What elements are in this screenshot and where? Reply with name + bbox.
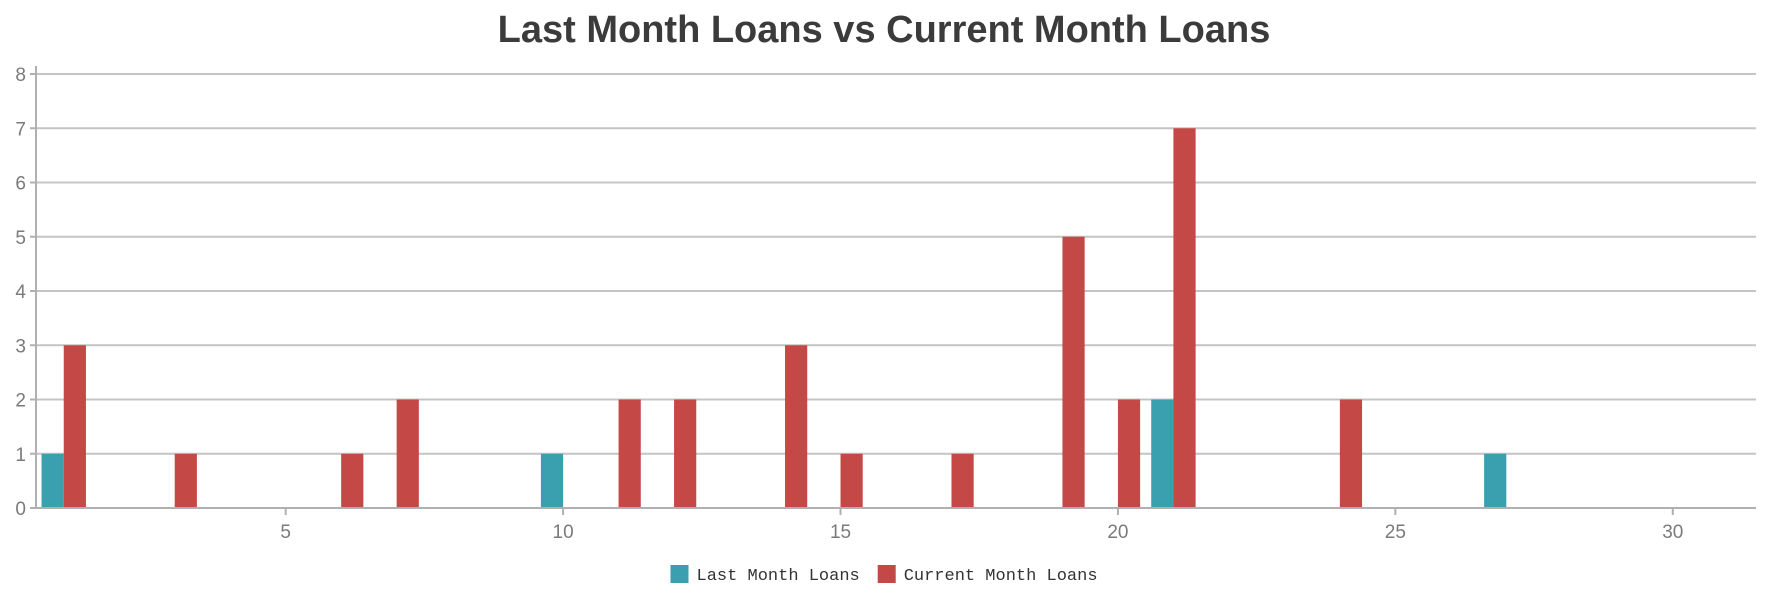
y-tick-label: 3: [15, 336, 26, 357]
bar: [396, 399, 419, 508]
bars: [41, 128, 1507, 508]
y-axis-ticks: 0 1 2 3 4 5 6 7 8: [15, 65, 36, 520]
x-tick-label: 10: [553, 522, 574, 543]
bar: [1062, 236, 1085, 508]
bar: [174, 453, 197, 508]
x-tick-label: 30: [1662, 522, 1683, 543]
x-tick-label: 15: [830, 522, 851, 543]
y-tick-label: 6: [15, 174, 26, 195]
y-tick-label: 7: [15, 119, 26, 140]
gridlines: [36, 73, 1756, 509]
bar: [41, 453, 64, 508]
x-tick-label: 25: [1385, 522, 1406, 543]
legend-swatch: [877, 565, 896, 583]
x-tick-label: 20: [1107, 522, 1128, 543]
chart-title: Last Month Loans vs Current Month Loans: [498, 9, 1271, 51]
x-tick-label: 5: [280, 522, 291, 543]
y-tick-label: 1: [15, 445, 26, 466]
bar: [674, 399, 697, 508]
legend-label: Current Month Loans: [904, 567, 1098, 586]
bar: [1339, 399, 1363, 508]
y-tick-label: 4: [15, 282, 26, 303]
y-tick-label: 2: [15, 391, 26, 412]
bar: [341, 453, 364, 508]
bar: [1117, 399, 1141, 508]
bar: [1151, 399, 1174, 508]
bar: [1484, 453, 1507, 508]
bar: [1173, 128, 1196, 508]
legend: Last Month Loans Current Month Loans: [670, 565, 1098, 586]
y-tick-label: 5: [15, 228, 26, 249]
bar: [540, 453, 564, 508]
y-tick-label: 0: [15, 499, 26, 520]
legend-label: Last Month Loans: [697, 567, 860, 586]
bar: [785, 345, 808, 508]
axes: [35, 66, 1756, 509]
bar: [840, 453, 863, 508]
legend-swatch: [670, 565, 689, 583]
bar: [951, 453, 974, 508]
x-axis-ticks: 5 10 15 20 25 30: [280, 508, 1683, 543]
y-tick-label: 8: [15, 65, 26, 86]
bar: [63, 345, 86, 508]
bar: [618, 399, 641, 508]
